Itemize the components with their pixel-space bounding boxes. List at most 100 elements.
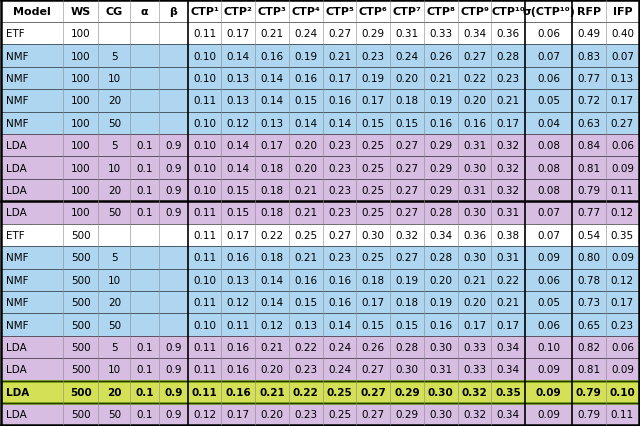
Text: 0.18: 0.18 <box>396 96 419 106</box>
Text: 0.10: 0.10 <box>193 163 216 173</box>
Text: 0.18: 0.18 <box>260 163 284 173</box>
Text: 5: 5 <box>111 141 118 151</box>
Text: 0.27: 0.27 <box>328 29 351 39</box>
Text: 0.17: 0.17 <box>227 409 250 419</box>
Bar <box>1 403 639 425</box>
Text: 0.06: 0.06 <box>537 29 560 39</box>
Text: 0.22: 0.22 <box>294 342 317 352</box>
Text: 50: 50 <box>108 208 121 218</box>
Text: σ(CTP¹⁰): σ(CTP¹⁰) <box>522 7 575 17</box>
Text: 0.9: 0.9 <box>165 141 182 151</box>
Text: 0.17: 0.17 <box>497 320 520 330</box>
Text: 0.17: 0.17 <box>362 297 385 308</box>
Text: 100: 100 <box>71 141 90 151</box>
Text: 0.06: 0.06 <box>537 275 560 285</box>
Text: 0.21: 0.21 <box>294 253 317 263</box>
Text: 0.21: 0.21 <box>429 74 452 84</box>
Text: 0.07: 0.07 <box>611 52 634 61</box>
Text: 0.15: 0.15 <box>294 96 317 106</box>
Text: 0.49: 0.49 <box>577 29 600 39</box>
Text: 0.31: 0.31 <box>497 253 520 263</box>
Text: 0.09: 0.09 <box>536 387 561 397</box>
Bar <box>1 202 639 224</box>
Text: 500: 500 <box>71 230 90 240</box>
Text: 0.1: 0.1 <box>136 342 153 352</box>
Text: 0.16: 0.16 <box>328 96 351 106</box>
Text: 0.11: 0.11 <box>193 253 216 263</box>
Text: 0.21: 0.21 <box>463 275 486 285</box>
Text: 0.17: 0.17 <box>328 74 351 84</box>
Text: 0.16: 0.16 <box>225 387 251 397</box>
Text: 5: 5 <box>111 52 118 61</box>
Text: 0.21: 0.21 <box>294 186 317 196</box>
Text: 0.40: 0.40 <box>611 29 634 39</box>
Bar <box>1 291 639 314</box>
Text: 0.10: 0.10 <box>193 74 216 84</box>
Text: 0.81: 0.81 <box>577 163 600 173</box>
Text: 0.32: 0.32 <box>396 230 419 240</box>
Text: 0.08: 0.08 <box>537 141 560 151</box>
Text: 500: 500 <box>71 253 90 263</box>
Text: 0.14: 0.14 <box>328 320 351 330</box>
Text: 500: 500 <box>70 387 92 397</box>
Text: CTP²: CTP² <box>224 7 253 17</box>
Text: 0.30: 0.30 <box>428 387 454 397</box>
Text: 0.15: 0.15 <box>362 118 385 129</box>
Text: 0.23: 0.23 <box>362 52 385 61</box>
Text: 0.29: 0.29 <box>396 409 419 419</box>
Text: 0.20: 0.20 <box>429 275 452 285</box>
Text: LDA: LDA <box>6 342 26 352</box>
Text: 0.23: 0.23 <box>328 141 351 151</box>
Text: IFP: IFP <box>612 7 632 17</box>
Text: CTP¹: CTP¹ <box>190 7 219 17</box>
Text: NMF: NMF <box>6 52 28 61</box>
Text: 0.22: 0.22 <box>463 74 486 84</box>
Text: 0.35: 0.35 <box>611 230 634 240</box>
Text: 0.11: 0.11 <box>193 208 216 218</box>
Text: 0.17: 0.17 <box>611 96 634 106</box>
Text: 0.27: 0.27 <box>396 253 419 263</box>
Text: 0.18: 0.18 <box>260 253 284 263</box>
Text: 0.28: 0.28 <box>429 253 452 263</box>
Text: 0.11: 0.11 <box>193 365 216 374</box>
Bar <box>1 135 639 157</box>
Text: 0.21: 0.21 <box>260 29 284 39</box>
Text: 0.9: 0.9 <box>165 186 182 196</box>
Text: 0.32: 0.32 <box>497 163 520 173</box>
Text: 0.04: 0.04 <box>537 118 560 129</box>
Text: 500: 500 <box>71 320 90 330</box>
Text: 0.30: 0.30 <box>429 342 452 352</box>
Text: 0.09: 0.09 <box>537 409 560 419</box>
Text: 0.15: 0.15 <box>227 208 250 218</box>
Text: 0.19: 0.19 <box>429 96 452 106</box>
Text: 500: 500 <box>71 342 90 352</box>
Text: 0.25: 0.25 <box>326 387 353 397</box>
Text: 0.21: 0.21 <box>259 387 285 397</box>
Text: 0.16: 0.16 <box>463 118 486 129</box>
Text: NMF: NMF <box>6 96 28 106</box>
Text: 0.20: 0.20 <box>294 163 317 173</box>
Text: 10: 10 <box>108 365 121 374</box>
Bar <box>1 380 639 403</box>
Text: 0.13: 0.13 <box>611 74 634 84</box>
Text: 0.10: 0.10 <box>193 52 216 61</box>
Text: 0.33: 0.33 <box>463 365 486 374</box>
Text: 0.79: 0.79 <box>576 387 602 397</box>
Text: 0.18: 0.18 <box>260 186 284 196</box>
Text: 0.65: 0.65 <box>577 320 600 330</box>
Text: 100: 100 <box>71 208 90 218</box>
Text: 0.38: 0.38 <box>497 230 520 240</box>
Text: 20: 20 <box>108 96 121 106</box>
Text: 0.1: 0.1 <box>136 141 153 151</box>
Text: CTP⁷: CTP⁷ <box>392 7 421 17</box>
Text: 0.11: 0.11 <box>193 230 216 240</box>
Text: 0.25: 0.25 <box>328 409 351 419</box>
Text: 0.16: 0.16 <box>294 275 317 285</box>
Text: 0.11: 0.11 <box>611 186 634 196</box>
Text: LDA: LDA <box>6 409 26 419</box>
Text: 0.14: 0.14 <box>260 96 284 106</box>
Text: 50: 50 <box>108 118 121 129</box>
Text: 0.10: 0.10 <box>193 275 216 285</box>
Text: 20: 20 <box>107 387 122 397</box>
Text: 0.23: 0.23 <box>294 365 317 374</box>
